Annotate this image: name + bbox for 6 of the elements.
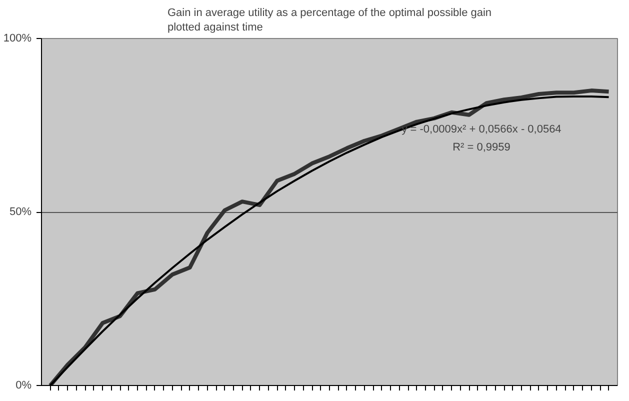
chart-title: Gain in average utility as a percentage of the optimal possible gain plotted against time [167, 7, 492, 34]
y-tick-label: 50% [9, 206, 32, 218]
y-tick-label: 0% [16, 380, 32, 392]
annotation: y = -0,0009x² + 0,0566x - 0,0564 [402, 124, 562, 136]
y-tick-label: 100% [3, 32, 32, 44]
annotation: R² = 0,9959 [452, 142, 510, 154]
